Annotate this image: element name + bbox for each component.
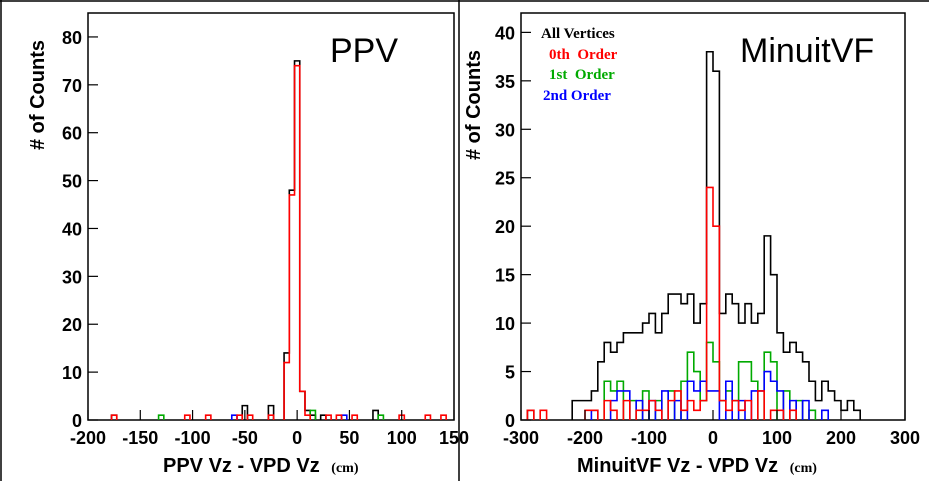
ppv-x-axis-unit: (cm) — [331, 461, 359, 476]
ppv-x-axis-title: PPV Vz - VPD Vz (cm) — [163, 455, 359, 477]
ppv-y-tick-labels: 0 10 20 30 40 50 60 70 80 — [62, 28, 82, 431]
minuitvf-panel: -300 -200 -100 0 100 200 300 0510152025303540 … — [463, 12, 920, 477]
ppv-y-axis-title: # of Counts — [27, 40, 49, 150]
minuitvf-x-tick-label: 100 — [762, 428, 792, 448]
minuitvf-legend: All Vertices 0th Order 1st Order 2nd Ord… — [541, 26, 618, 104]
minuitvf-series-2 — [590, 370, 829, 420]
minuitvf-y-axis-title: # of Counts — [463, 50, 485, 160]
minuitvf-x-axis-title: MinuitVF Vz - VPD Vz (cm) — [577, 455, 817, 477]
legend-1st-order: 1st Order — [549, 67, 615, 83]
ppv-y-tick-label: 60 — [62, 124, 82, 144]
ppv-series-3 — [110, 64, 447, 420]
minuitvf-x-tick-labels: -300 -200 -100 0 100 200 300 — [503, 428, 920, 448]
ppv-x-tick-label: -50 — [232, 428, 258, 448]
ppv-y-tick-label: 70 — [62, 76, 82, 96]
minuitvf-series-3 — [526, 186, 797, 420]
minuitvf-x-tick-label: -300 — [503, 428, 539, 448]
ppv-y-tick-label: 80 — [62, 28, 82, 48]
ppv-panel: -200 -150 -100 -50 0 50 100 150 0 10 20 30 40 50 60 70… — [27, 12, 469, 477]
minuitvf-x-tick-label: -100 — [631, 428, 667, 448]
minuitvf-y-tick-label: 10 — [495, 314, 515, 334]
ppv-chart-title: PPV — [330, 32, 398, 70]
minuitvf-x-tick-label: 300 — [890, 428, 920, 448]
minuitvf-y-tick-label: 5 — [505, 363, 515, 383]
minuitvf-x-axis-unit: (cm) — [790, 461, 818, 476]
ppv-y-tick-label: 40 — [62, 219, 82, 239]
minuitvf-x-tick-label: 200 — [826, 428, 856, 448]
minuitvf-x-tick-label: -200 — [567, 428, 603, 448]
ppv-frame — [87, 12, 455, 421]
minuitvf-y-tick-labels: 0 5 10 15 20 25 30 35 40 — [495, 23, 515, 431]
ppv-y-tick-label: 0 — [72, 411, 82, 431]
ppv-plot-area — [87, 12, 455, 421]
minuitvf-chart-title: MinuitVF — [740, 32, 874, 70]
ppv-x-tick-label: -200 — [70, 428, 106, 448]
minuitvf-x-axis-label: MinuitVF Vz - VPD Vz — [577, 455, 778, 477]
minuitvf-y-tick-label: 35 — [495, 72, 515, 92]
minuitvf-y-tick-label: 20 — [495, 217, 515, 237]
ppv-y-tick-label: 50 — [62, 172, 82, 192]
legend-2nd-order: 2nd Order — [543, 88, 611, 104]
minuitvf-y-tick-label: 30 — [495, 120, 515, 140]
minuitvf-y-tick-label: 0 — [505, 411, 515, 431]
ppv-x-tick-label: 150 — [439, 428, 469, 448]
minuitvf-x-tick-label: 0 — [708, 428, 718, 448]
minuitvf-plot-area — [520, 12, 906, 421]
ppv-y-tick-label: 30 — [62, 267, 82, 287]
minuitvf-y-tick-label: 15 — [495, 266, 515, 286]
ppv-y-tick-label: 20 — [62, 315, 82, 335]
ppv-series-0 — [110, 60, 379, 420]
ppv-x-tick-label: -100 — [175, 428, 211, 448]
ppv-x-tick-label: -150 — [122, 428, 158, 448]
ppv-x-tick-label: 50 — [339, 428, 359, 448]
legend-0th-order: 0th Order — [549, 47, 618, 63]
ppv-y-tick-label: 10 — [62, 363, 82, 383]
ppv-x-tick-labels: -200 -150 -100 -50 0 50 100 150 — [70, 428, 469, 448]
minuitvf-y-tick-label: 25 — [495, 169, 515, 189]
ppv-x-axis-label: PPV Vz - VPD Vz — [163, 455, 320, 477]
minuitvf-y-tick-label: 40 — [495, 23, 515, 43]
ppv-x-tick-label: 0 — [292, 428, 302, 448]
ppv-x-tick-label: 100 — [387, 428, 417, 448]
legend-all-vertices: All Vertices — [541, 26, 615, 42]
